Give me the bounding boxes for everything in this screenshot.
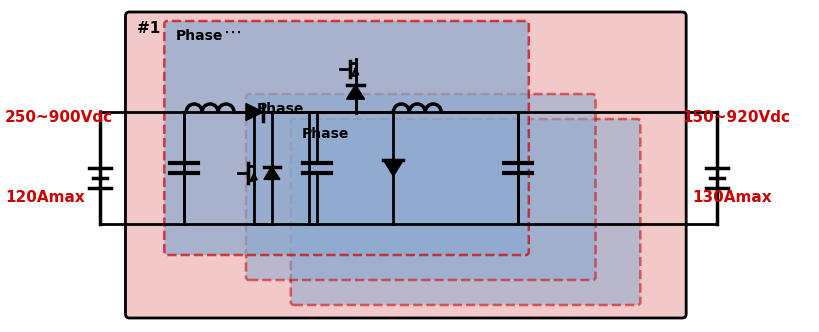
- Text: 250~900Vdc: 250~900Vdc: [5, 110, 113, 124]
- Polygon shape: [383, 160, 403, 176]
- Text: ⋯: ⋯: [224, 24, 242, 42]
- Text: Phase: Phase: [301, 127, 349, 141]
- Text: Phase: Phase: [256, 102, 304, 116]
- Text: 150~920Vdc: 150~920Vdc: [681, 110, 790, 124]
- Text: #1: #1: [138, 21, 161, 36]
- Text: 120Amax: 120Amax: [5, 190, 84, 205]
- FancyBboxPatch shape: [291, 119, 640, 305]
- Polygon shape: [264, 167, 279, 179]
- FancyBboxPatch shape: [125, 12, 686, 318]
- Text: Phase: Phase: [175, 29, 223, 43]
- Polygon shape: [346, 85, 364, 99]
- FancyBboxPatch shape: [164, 21, 528, 255]
- FancyBboxPatch shape: [246, 94, 595, 280]
- Text: 130Amax: 130Amax: [691, 190, 771, 205]
- Polygon shape: [246, 104, 263, 121]
